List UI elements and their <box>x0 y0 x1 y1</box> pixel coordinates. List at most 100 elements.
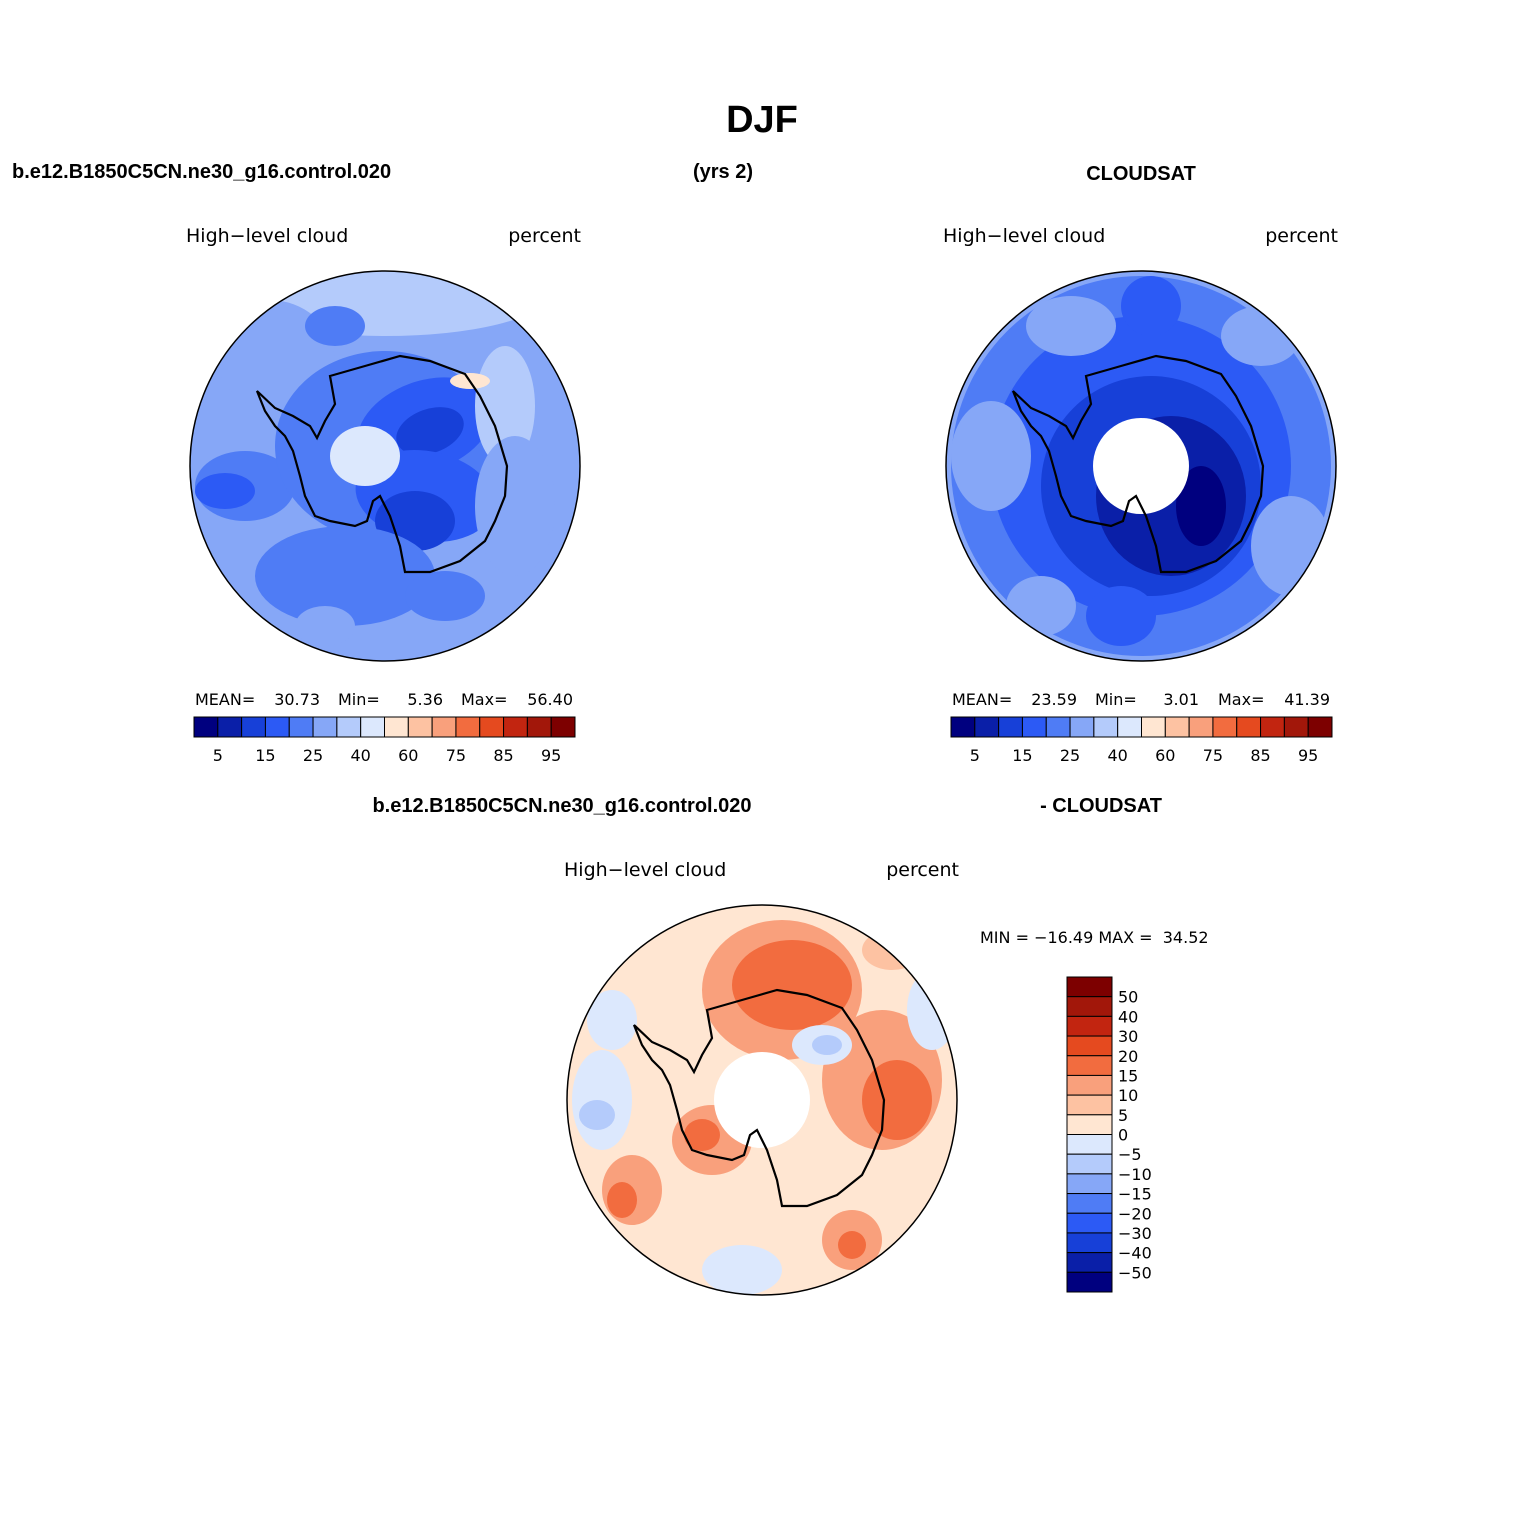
panel-obs-colorbar-box <box>1093 716 1119 738</box>
panel-obs-colorbar-tick-label: 5 <box>970 746 980 765</box>
panel-model-colorbar-box <box>217 716 243 738</box>
panel-diff-colorbar-tick-label: 15 <box>1118 1066 1138 1085</box>
panel-obs-mean-value: 23.59 <box>1031 690 1077 709</box>
panel-model: High−level cloud percent MEAN= 30.73 Min… <box>186 225 581 765</box>
panel-model-colorbar-box <box>312 716 338 738</box>
panel-obs-left-label: High−level cloud <box>943 225 1105 247</box>
panel-obs-contour-region <box>1176 466 1226 546</box>
panel-model-right-label: percent <box>508 225 581 247</box>
panel-model-colorbar-tick-label: 15 <box>255 746 275 765</box>
panel-diff-contour-region <box>907 970 957 1050</box>
panel-model-colorbar-box <box>384 716 409 738</box>
panel-diff-colorbar-tick-label: −15 <box>1118 1185 1152 1204</box>
panel-obs-pole-hole <box>1093 418 1189 514</box>
panel-model-colorbar-tick-label: 75 <box>446 746 466 765</box>
panel-diff-colorbar-box <box>1066 1035 1113 1057</box>
panel-obs: High−level cloud percent MEAN= 23.59 Min… <box>943 225 1338 765</box>
panel-diff-contour-region <box>812 1035 842 1055</box>
panel-diff-colorbar-box <box>1066 1252 1113 1273</box>
panel-diff-contour-region <box>838 1231 866 1259</box>
panel-model-colorbar-tick-label: 85 <box>493 746 513 765</box>
panel-diff-colorbar-tick-label: −30 <box>1118 1224 1152 1243</box>
panel-diff-colorbar-box <box>1066 996 1113 1017</box>
panel-diff-colorbar-box <box>1066 1212 1113 1234</box>
panel-model-contour-region <box>330 426 400 486</box>
panel-obs-max-label: Max= <box>1218 690 1264 709</box>
panel-diff-colorbar-tick-label: 30 <box>1118 1027 1138 1046</box>
panel-diff-contour-region <box>587 990 637 1050</box>
panel-model-contour-region <box>475 436 555 576</box>
panel-model-min-value: 5.36 <box>407 690 443 709</box>
panel-diff-contour-region <box>862 1060 932 1140</box>
panel-model-contour-region <box>305 306 365 346</box>
panel-diff-minmax: MIN = −16.49 MAX = 34.52 <box>980 928 1209 947</box>
panel-obs-contour-region <box>951 401 1031 511</box>
panel-obs-colorbar-box <box>1307 716 1333 738</box>
panel-obs-colorbar-box <box>1212 716 1238 738</box>
panel-obs-colorbar-box <box>998 716 1023 738</box>
obs-name: CLOUDSAT <box>1086 163 1196 185</box>
panel-model-colorbar-box <box>407 716 433 738</box>
panel-model-left-label: High−level cloud <box>186 225 348 247</box>
panel-model-contour-region <box>195 473 255 509</box>
panel-diff-contour-region <box>862 930 922 970</box>
panel-diff-left-label: High−level cloud <box>564 859 726 881</box>
panel-obs-colorbar-box <box>1283 716 1309 738</box>
panel-diff: High−level cloud percent MIN = −16.49 MA… <box>564 859 1209 1296</box>
diff-case-name: b.e12.B1850C5CN.ne30_g16.control.020 <box>372 795 751 817</box>
panel-model-colorbar-box <box>455 716 481 738</box>
panel-model-mean-value: 30.73 <box>274 690 320 709</box>
panel-obs-colorbar-box <box>1141 716 1166 738</box>
panel-obs-colorbar-box <box>1164 716 1190 738</box>
panel-model-field <box>190 271 580 661</box>
panel-obs-contour-region <box>1121 276 1181 336</box>
years-label: (yrs 2) <box>693 161 753 183</box>
panel-diff-colorbar-tick-label: 40 <box>1118 1007 1138 1026</box>
panel-diff-colorbar-tick-label: 20 <box>1118 1047 1138 1066</box>
panel-model-colorbar-box <box>360 716 385 738</box>
panel-obs-contour-region <box>1086 586 1156 646</box>
panel-diff-colorbar-box <box>1066 1232 1113 1254</box>
panel-diff-colorbar-tick-label: 0 <box>1118 1126 1128 1145</box>
panel-model-colorbar: 5 15 25 40 60 75 85 95 <box>193 716 576 765</box>
panel-diff-colorbar-box <box>1066 1134 1113 1155</box>
panel-model-contour-region <box>255 526 435 626</box>
panel-model-mean-label: MEAN= <box>195 690 255 709</box>
panel-obs-colorbar-box <box>1260 716 1285 738</box>
panel-obs-colorbar-tick-label: 75 <box>1203 746 1223 765</box>
case-name: b.e12.B1850C5CN.ne30_g16.control.020 <box>12 161 391 183</box>
panel-diff-colorbar-box <box>1066 1271 1113 1293</box>
panel-obs-map-border <box>945 270 1337 662</box>
panel-model-colorbar-box <box>193 716 219 738</box>
antarctica-coastline-obs <box>1011 354 1265 574</box>
panel-model-max-value: 56.40 <box>527 690 573 709</box>
panel-model-min-label: Min= <box>338 690 380 709</box>
panel-diff-colorbar-tick-label: −40 <box>1118 1244 1152 1263</box>
panel-obs-colorbar-box <box>1045 716 1071 738</box>
panel-diff-colorbar-box <box>1066 1114 1113 1135</box>
panel-diff-colorbar-box <box>1066 1074 1113 1096</box>
panel-diff-colorbar-tick-label: 10 <box>1118 1086 1138 1105</box>
panel-obs-colorbar-box <box>1236 716 1262 738</box>
panel-model-contour-region <box>475 346 535 466</box>
panel-obs-colorbar-tick-label: 85 <box>1250 746 1270 765</box>
panel-model-colorbar-tick-label: 5 <box>213 746 223 765</box>
panel-diff-contour-region <box>607 1182 637 1218</box>
panel-model-colorbar-box <box>479 716 505 738</box>
panel-obs-colorbar-box <box>1117 716 1142 738</box>
panel-diff-colorbar-tick-label: −10 <box>1118 1165 1152 1184</box>
panel-diff-contour-region <box>702 1245 782 1295</box>
antarctica-coastline-model <box>255 354 509 574</box>
antarctica-coastline-diff <box>632 988 886 1208</box>
panel-obs-contour-region <box>1026 296 1116 356</box>
panel-diff-colorbar-box <box>1066 1153 1113 1175</box>
panel-model-colorbar-tick-label: 40 <box>351 746 371 765</box>
panel-obs-min-value: 3.01 <box>1163 690 1199 709</box>
panel-model-contour-region <box>405 571 485 621</box>
panel-model-colorbar-box <box>431 716 457 738</box>
panel-diff-contour-region <box>579 1100 615 1130</box>
panel-obs-colorbar-tick-label: 95 <box>1298 746 1318 765</box>
panel-model-contour-region <box>295 606 355 646</box>
